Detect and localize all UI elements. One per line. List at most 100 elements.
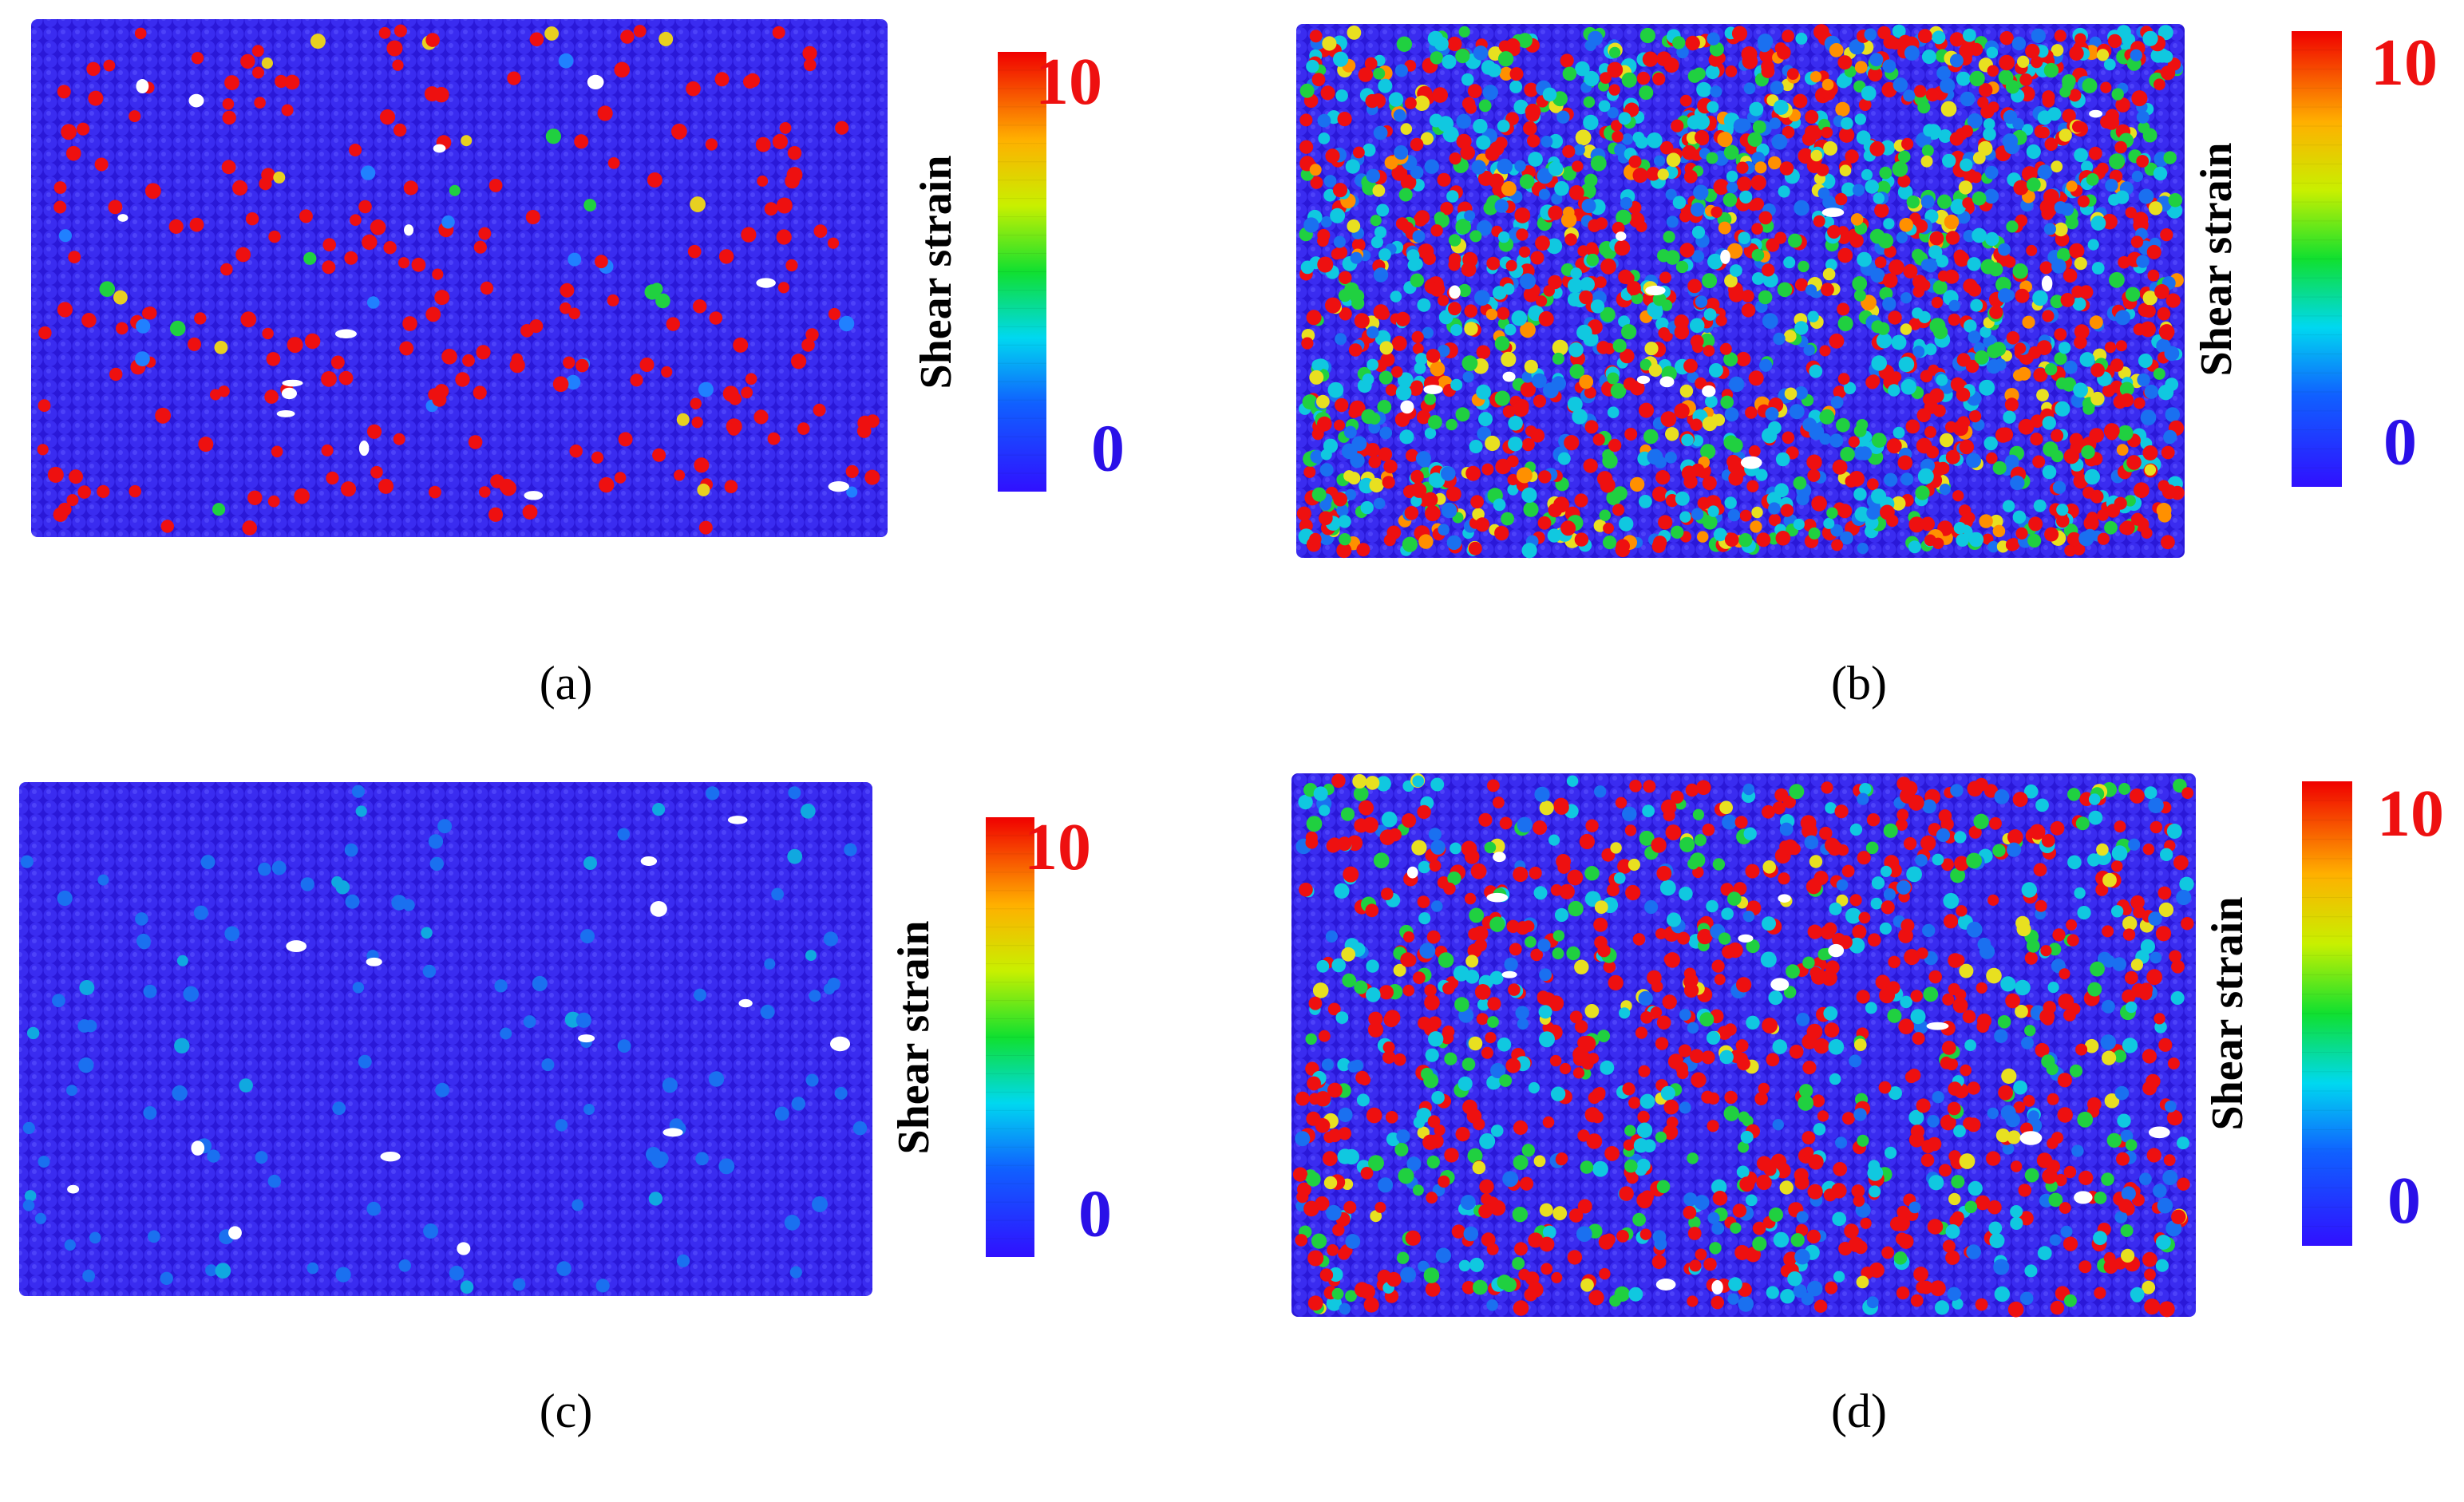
particle	[1783, 330, 1797, 343]
particle	[1703, 515, 1718, 530]
particle	[1943, 892, 1960, 909]
particle	[1956, 533, 1969, 547]
particle	[2114, 820, 2126, 833]
particle	[2039, 261, 2053, 275]
particle	[1940, 1114, 1956, 1131]
particle	[1497, 1275, 1513, 1290]
particle	[1723, 1105, 1739, 1121]
particle	[1813, 1299, 1828, 1313]
particle	[144, 306, 157, 320]
particle	[1405, 1230, 1421, 1246]
particle	[1448, 302, 1461, 316]
particle	[633, 25, 647, 38]
particle	[2150, 48, 2165, 63]
particle	[1750, 175, 1766, 191]
particle	[1805, 284, 1817, 296]
particle	[1968, 1180, 1983, 1196]
particle	[1540, 1263, 1553, 1275]
particle	[1952, 420, 1968, 437]
colorbar-title: Shear strain	[912, 156, 961, 389]
particle	[1607, 107, 1619, 119]
particle	[2120, 393, 2134, 407]
particle	[1307, 1076, 1321, 1091]
particle	[1835, 1136, 1847, 1149]
particle	[1501, 351, 1517, 367]
particle	[1730, 264, 1742, 277]
particle	[1745, 1194, 1758, 1207]
particle	[1683, 1192, 1698, 1207]
particle	[1865, 841, 1879, 855]
particle	[1665, 824, 1682, 840]
particle	[1323, 175, 1337, 188]
particle	[362, 234, 378, 251]
particle	[2019, 1291, 2034, 1306]
void	[2089, 109, 2102, 118]
particle	[1497, 51, 1514, 67]
particle	[788, 786, 801, 800]
particle	[1538, 310, 1554, 327]
particle	[2153, 1184, 2167, 1198]
particle	[366, 296, 380, 309]
particle	[1736, 176, 1752, 192]
particle	[1807, 924, 1822, 939]
particle	[1989, 1233, 2005, 1248]
particle	[1515, 1006, 1529, 1020]
particle	[1802, 1061, 1817, 1075]
particle	[1570, 267, 1582, 279]
particle	[1539, 800, 1554, 816]
particle	[1928, 970, 1942, 984]
particle	[1497, 1038, 1512, 1052]
particle	[1733, 118, 1749, 134]
particle	[1404, 97, 1417, 109]
particle	[1942, 1239, 1956, 1253]
particle	[1892, 24, 1906, 38]
particle	[1590, 299, 1605, 314]
particle	[1857, 251, 1873, 267]
particle	[1382, 476, 1395, 489]
particle	[1485, 308, 1498, 321]
particle	[1672, 196, 1687, 209]
particle	[82, 1269, 95, 1283]
particle	[1473, 1279, 1488, 1295]
particle	[1424, 159, 1440, 174]
particle	[1460, 1195, 1476, 1211]
particle	[476, 345, 491, 360]
particle	[344, 251, 358, 265]
particle	[1591, 1111, 1604, 1124]
particle	[2040, 945, 2052, 957]
particle	[1465, 465, 1481, 481]
particle	[1953, 1125, 1966, 1138]
particle	[1438, 1175, 1450, 1188]
particle	[1772, 1039, 1788, 1054]
particle	[1320, 449, 1332, 460]
particle	[1794, 1168, 1809, 1183]
particle	[2157, 1197, 2173, 1214]
particle	[1623, 377, 1637, 391]
particle	[1628, 1287, 1643, 1302]
particle	[1710, 85, 1722, 98]
particle	[1326, 839, 1340, 853]
particle	[1709, 42, 1724, 57]
particle	[1592, 433, 1605, 446]
particle	[2103, 1251, 2116, 1264]
particle	[779, 122, 792, 134]
particle	[1479, 1132, 1496, 1149]
particle	[1780, 504, 1794, 517]
particle	[572, 1199, 584, 1211]
particle	[1754, 161, 1767, 174]
particle	[1474, 984, 1491, 1000]
particle	[1794, 278, 1809, 291]
particle	[1675, 1061, 1689, 1075]
particle	[1370, 215, 1382, 227]
particle	[1306, 59, 1319, 73]
void	[2041, 275, 2053, 292]
particle	[2060, 293, 2075, 307]
particle	[1382, 1041, 1395, 1053]
particle	[1709, 1242, 1722, 1255]
particle	[1877, 233, 1894, 249]
particle	[1884, 472, 1898, 487]
particle	[281, 104, 294, 117]
particle	[1376, 204, 1390, 217]
particle	[303, 251, 317, 265]
particle	[1839, 164, 1852, 176]
